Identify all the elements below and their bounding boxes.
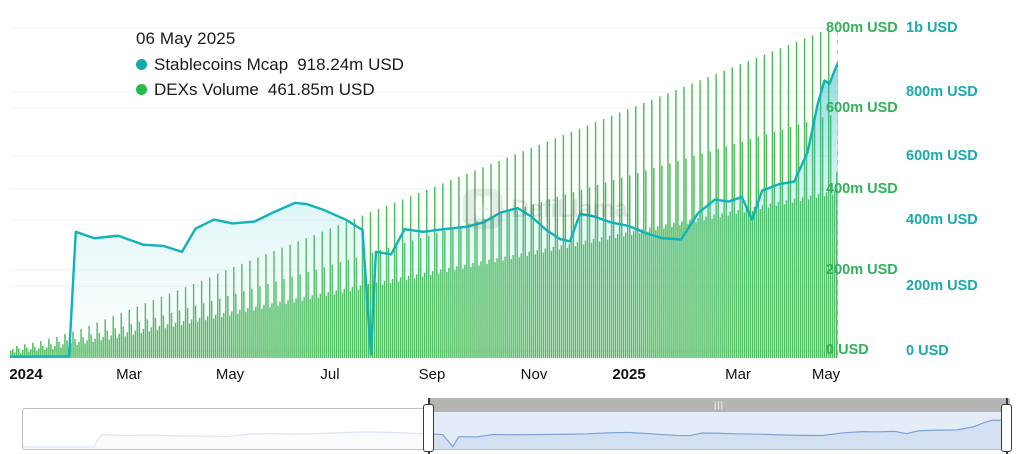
tooltip-value-stablecoins: 918.24m USD [297, 54, 404, 74]
plot-canvas[interactable]: DefiLlama [10, 20, 838, 358]
x-tick-1: Mar [116, 366, 142, 383]
y-tick-dexs-4: 0 USD [826, 342, 869, 358]
y-tick-dexs-1: 600m USD [826, 100, 898, 116]
legend-dot-stablecoins-mcap [136, 59, 147, 71]
navigator-selection-window[interactable] [429, 409, 1009, 449]
chart-area[interactable]: DefiLlama 06 May 2025 Stablecoins Mcap 9… [0, 0, 1026, 396]
x-tick-6: 2025 [612, 366, 646, 383]
y-tick-stablecoins-5: 0 USD [906, 343, 949, 359]
tooltip-row-stablecoins: Stablecoins Mcap 918.24m USD [136, 54, 404, 76]
y-tick-stablecoins-3: 400m USD [906, 212, 978, 228]
x-tick-7: Mar [725, 366, 751, 383]
navigator-handle-right[interactable] [1001, 404, 1012, 452]
line-series-stablecoins-mcap [10, 61, 838, 358]
navigator-grip-icon: ||| [713, 399, 725, 410]
chart-tooltip: 06 May 2025 Stablecoins Mcap 918.24m USD… [136, 28, 404, 100]
x-tick-8: May [811, 366, 841, 383]
navigator-track[interactable] [22, 408, 1010, 450]
y-tick-dexs-2: 400m USD [826, 181, 898, 197]
y-tick-dexs-0: 800m USD [826, 20, 898, 36]
y-tick-stablecoins-2: 600m USD [906, 148, 978, 164]
tooltip-row-dexs: DEXs Volume 461.85m USD [136, 79, 404, 101]
x-tick-5: Nov [520, 366, 548, 383]
y-tick-stablecoins-4: 200m USD [906, 278, 978, 294]
x-tick-0: 2024 [9, 366, 43, 383]
y-tick-dexs-3: 200m USD [826, 262, 898, 278]
navigator-drag-bar[interactable]: ||| [428, 398, 1010, 412]
chart-svg [10, 20, 838, 358]
y-tick-stablecoins-1: 800m USD [906, 84, 978, 100]
tooltip-value-dexs: 461.85m USD [267, 79, 375, 99]
tooltip-label-stablecoins: Stablecoins Mcap [154, 54, 289, 74]
y-tick-stablecoins-0: 1b USD [906, 20, 958, 36]
area-fill-stablecoins-mcap [10, 62, 838, 358]
x-tick-4: Sep [418, 366, 446, 383]
tooltip-label-dexs: DEXs Volume [154, 79, 259, 99]
legend-dot-dexs-volume [136, 83, 147, 95]
navigator-unselected-left[interactable] [23, 409, 430, 449]
navigator-handle-left[interactable] [423, 404, 434, 452]
x-tick-2: May [215, 366, 245, 383]
range-navigator[interactable]: ||| [0, 398, 1026, 454]
tooltip-date: 06 May 2025 [136, 29, 236, 48]
x-tick-3: Jul [320, 366, 340, 383]
